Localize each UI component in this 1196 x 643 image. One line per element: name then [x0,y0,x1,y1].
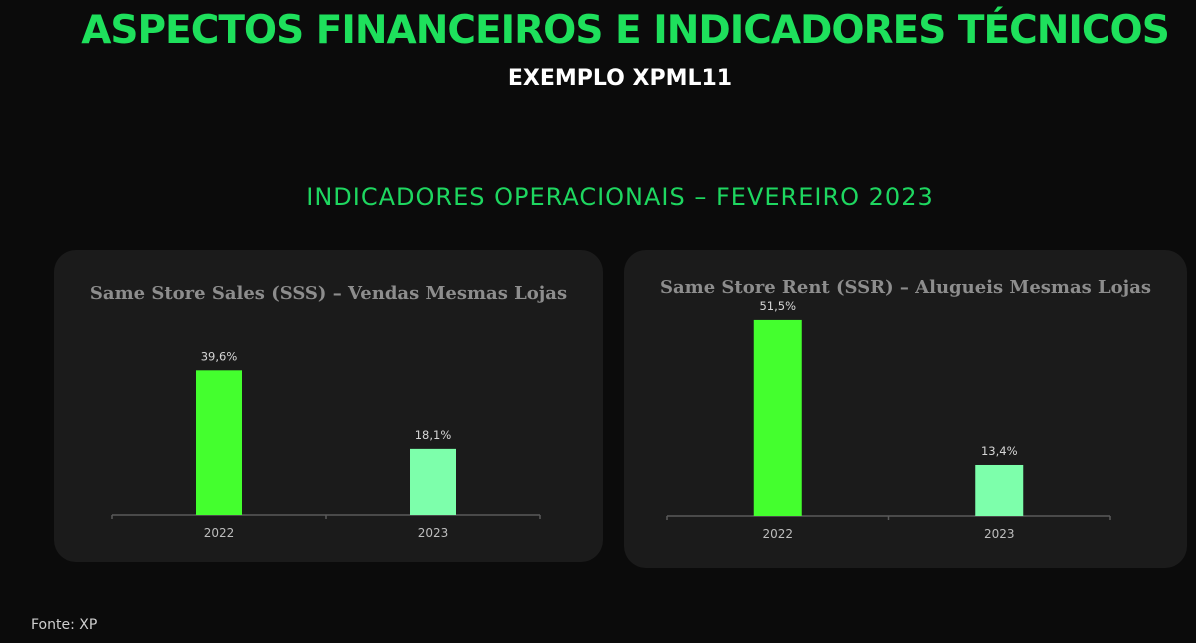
section-title: INDICADORES OPERACIONAIS – FEVEREIRO 202… [306,183,934,211]
tick-label: 2023 [418,526,449,540]
data-label: 39,6% [201,349,238,363]
tick-label: 2022 [762,527,793,541]
chart-card-sss: Same Store Sales (SSS) – Vendas Mesmas L… [54,250,603,562]
data-label: 18,1% [415,428,452,442]
data-label: 13,4% [981,444,1018,458]
bar-2022 [196,370,242,515]
chart-sss: 39,6% 2022 18,1% 2023 [111,349,541,540]
page-subtitle: EXEMPLO XPML11 [507,66,733,91]
data-label: 51,5% [759,299,796,313]
bar-2023 [975,464,1024,516]
chart-card-ssr: Same Store Rent (SSR) – Alugueis Mesmas … [624,250,1187,568]
tick-label: 2023 [984,527,1015,541]
bar-2022 [753,319,802,516]
bar-2023 [410,448,456,515]
chart-title: Same Store Sales (SSS) – Vendas Mesmas L… [89,283,568,304]
page-title: ASPECTOS FINANCEIROS E INDICADORES TÉCNI… [81,8,1170,53]
chart-title: Same Store Rent (SSR) – Alugueis Mesmas … [659,277,1151,298]
chart-ssr: 51,5% 2022 13,4% 2023 [666,299,1111,541]
source-note: Fonte: XP [31,617,98,633]
tick-label: 2022 [204,526,235,540]
